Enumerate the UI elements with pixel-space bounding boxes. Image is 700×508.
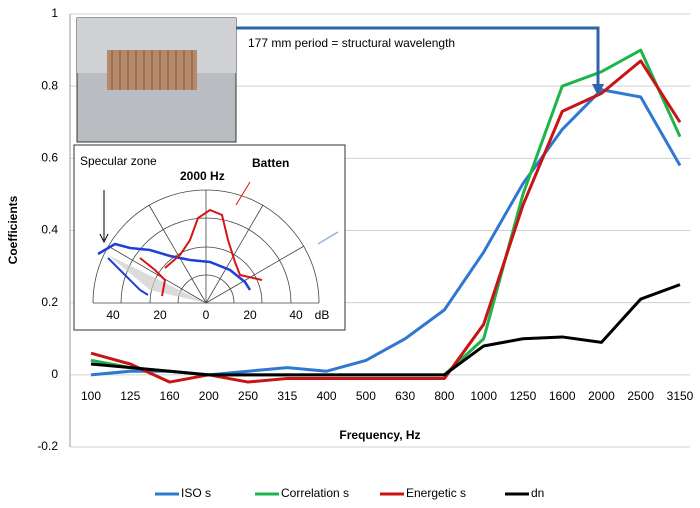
x-tick-label: 100 [81,389,101,403]
x-tick-label: 630 [395,389,415,403]
x-tick-label: 1000 [470,389,497,403]
x-tick-label: 250 [238,389,258,403]
y-tick-label: 0 [51,367,58,381]
polar-unit: dB [315,308,330,322]
series-line [90,283,681,377]
legend: ISO s Correlation s Energetic s dn [155,486,544,500]
annotation: 177 mm period = structural wavelength [236,26,604,96]
y-tick-label: 0.2 [41,295,58,309]
x-tick-label: 400 [317,389,337,403]
polar-scale-label: 40 [289,308,303,322]
legend-label: ISO s [181,486,211,500]
polar-scale-label: 0 [203,308,210,322]
x-axis-label: Frequency, Hz [339,428,420,442]
x-tick-label: 1250 [510,389,537,403]
x-tick-label: 200 [199,389,219,403]
x-tick-label: 160 [160,389,180,403]
y-tick-label: 1 [51,6,58,20]
inset: Specular zone 2000 Hz Batten 40 20 0 20 … [73,17,346,331]
x-tick-label: 125 [120,389,140,403]
polar-scale-label: 20 [153,308,167,322]
x-tick-label: 1600 [549,389,576,403]
y-tick-label: -0.2 [37,439,58,453]
x-tick-label: 800 [434,389,454,403]
polar-scale-label: 40 [106,308,120,322]
x-tick-label: 2500 [627,389,654,403]
y-tick-label: 0.6 [41,151,58,165]
legend-label: dn [531,486,544,500]
x-tick-label: 3150 [667,389,694,403]
x-tick-label: 2000 [588,389,615,403]
legend-label: Correlation s [281,486,349,500]
x-tick-label: 500 [356,389,376,403]
polar-box [73,144,346,331]
legend-label: Energetic s [406,486,466,500]
inset-label: Batten [252,156,289,170]
y-axis-label: Coefficients [6,195,20,264]
annotation-text: 177 mm period = structural wavelength [248,36,455,50]
series-line [90,59,682,384]
x-tick-label: 315 [277,389,297,403]
inset-title: 2000 Hz [180,169,225,183]
polar-scale-label: 20 [243,308,257,322]
y-tick-label: 0.8 [41,78,58,92]
y-tick-label: 0.4 [41,223,58,237]
inset-zone: Specular zone [80,154,157,168]
